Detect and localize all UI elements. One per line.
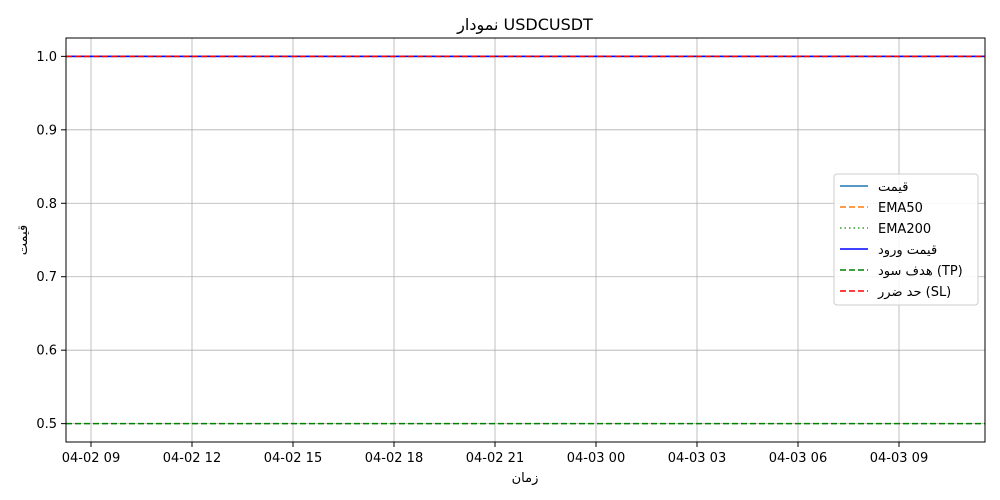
y-tick-label: 0.7 bbox=[36, 270, 57, 285]
legend-label: EMA200 bbox=[878, 222, 931, 237]
y-tick-label: 0.9 bbox=[36, 123, 57, 138]
y-tick-label: 0.5 bbox=[36, 417, 57, 432]
x-tick-label: 04-02 09 bbox=[62, 451, 120, 466]
x-tick-label: 04-03 03 bbox=[668, 451, 726, 466]
y-axis-ticks: 0.5 0.6 0.7 0.8 0.9 1.0 bbox=[36, 50, 66, 432]
legend-frame bbox=[833, 173, 979, 306]
legend-items: قیمت EMA50 EMA200 قیمت ورود هدف سود (TP) حد ض… bbox=[840, 180, 963, 300]
legend-label: قیمت ورود bbox=[878, 243, 937, 258]
legend-label: EMA50 bbox=[878, 201, 923, 216]
y-tick-label: 0.6 bbox=[36, 344, 57, 359]
x-tick-label: 04-02 21 bbox=[466, 451, 524, 466]
y-axis-label: قیمت bbox=[16, 225, 31, 255]
x-tick-label: 04-02 18 bbox=[365, 451, 423, 466]
legend: قیمت EMA50 EMA200 قیمت ورود هدف سود (TP) حد ض… bbox=[833, 173, 979, 306]
x-axis-label: زمان bbox=[512, 471, 539, 486]
y-tick-label: 1.0 bbox=[36, 50, 57, 65]
chart-title: نمودار USDCUSDT bbox=[456, 15, 593, 35]
legend-label: قیمت bbox=[878, 180, 908, 195]
legend-label: هدف سود (TP) bbox=[878, 264, 963, 279]
x-tick-label: 04-02 12 bbox=[163, 451, 221, 466]
x-tick-label: 04-03 09 bbox=[870, 451, 928, 466]
x-tick-label: 04-03 00 bbox=[567, 451, 625, 466]
x-tick-label: 04-03 06 bbox=[769, 451, 827, 466]
plot-frame bbox=[65, 37, 986, 443]
x-tick-label: 04-02 15 bbox=[264, 451, 322, 466]
y-tick-label: 0.8 bbox=[36, 197, 57, 212]
x-axis-ticks: 04-02 09 04-02 12 04-02 15 04-02 18 04-02 21… bbox=[62, 442, 928, 466]
series-lines bbox=[66, 55, 985, 425]
legend-label: حد ضرر (SL) bbox=[877, 285, 951, 300]
